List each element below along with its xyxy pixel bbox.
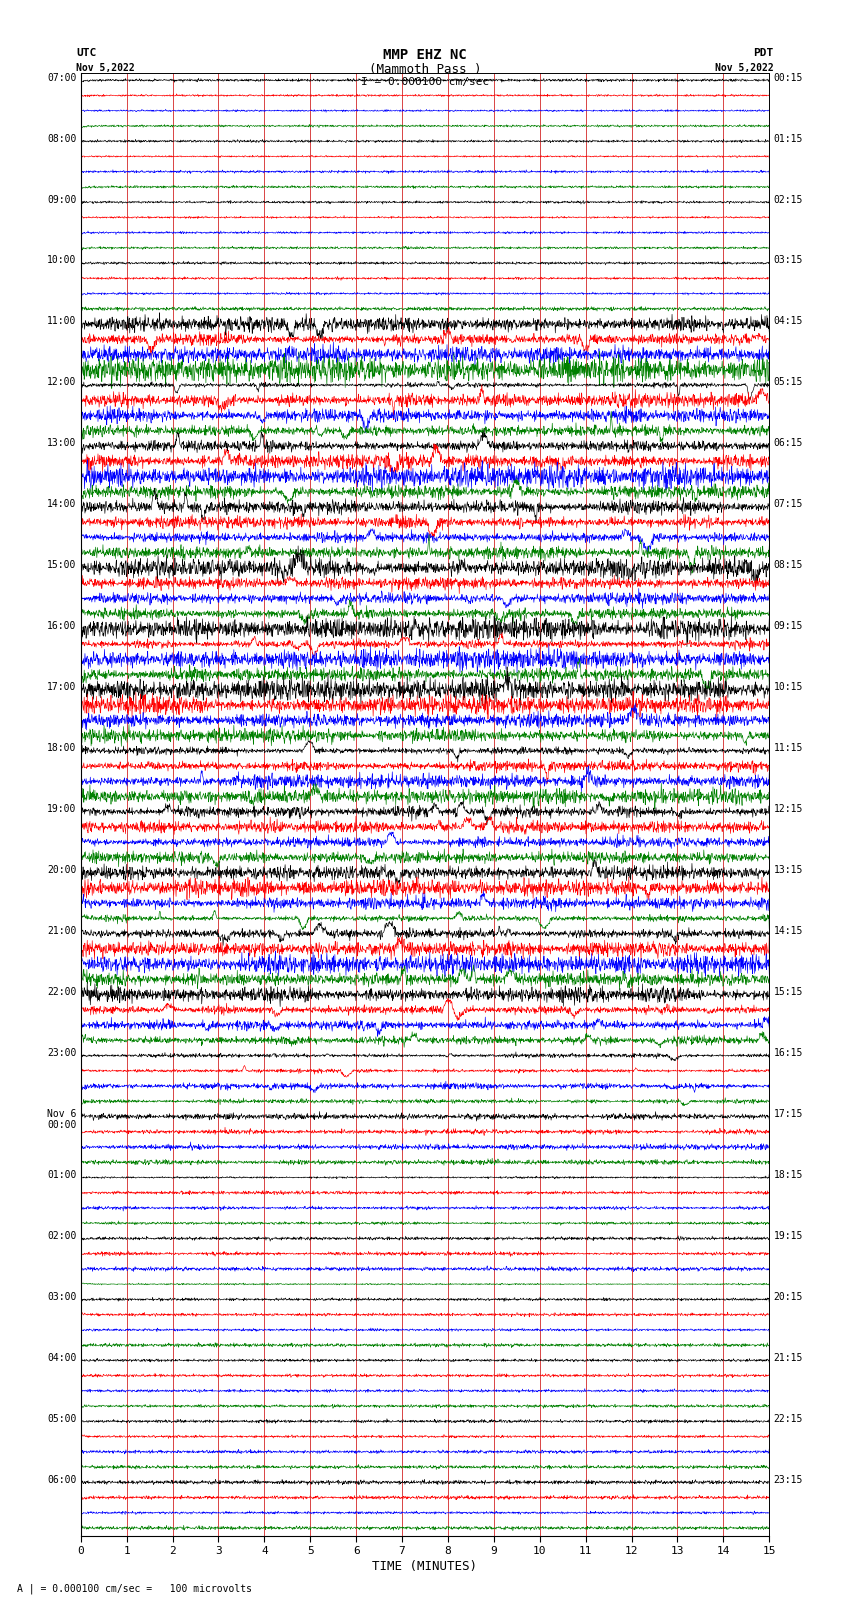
- Text: I = 0.000100 cm/sec: I = 0.000100 cm/sec: [361, 77, 489, 87]
- Text: Nov 5,2022: Nov 5,2022: [76, 63, 135, 73]
- Text: A | = 0.000100 cm/sec =   100 microvolts: A | = 0.000100 cm/sec = 100 microvolts: [17, 1582, 252, 1594]
- Text: (Mammoth Pass ): (Mammoth Pass ): [369, 63, 481, 76]
- Text: UTC: UTC: [76, 48, 97, 58]
- Text: Nov 5,2022: Nov 5,2022: [715, 63, 774, 73]
- Text: PDT: PDT: [753, 48, 774, 58]
- Text: MMP EHZ NC: MMP EHZ NC: [383, 48, 467, 63]
- X-axis label: TIME (MINUTES): TIME (MINUTES): [372, 1560, 478, 1573]
